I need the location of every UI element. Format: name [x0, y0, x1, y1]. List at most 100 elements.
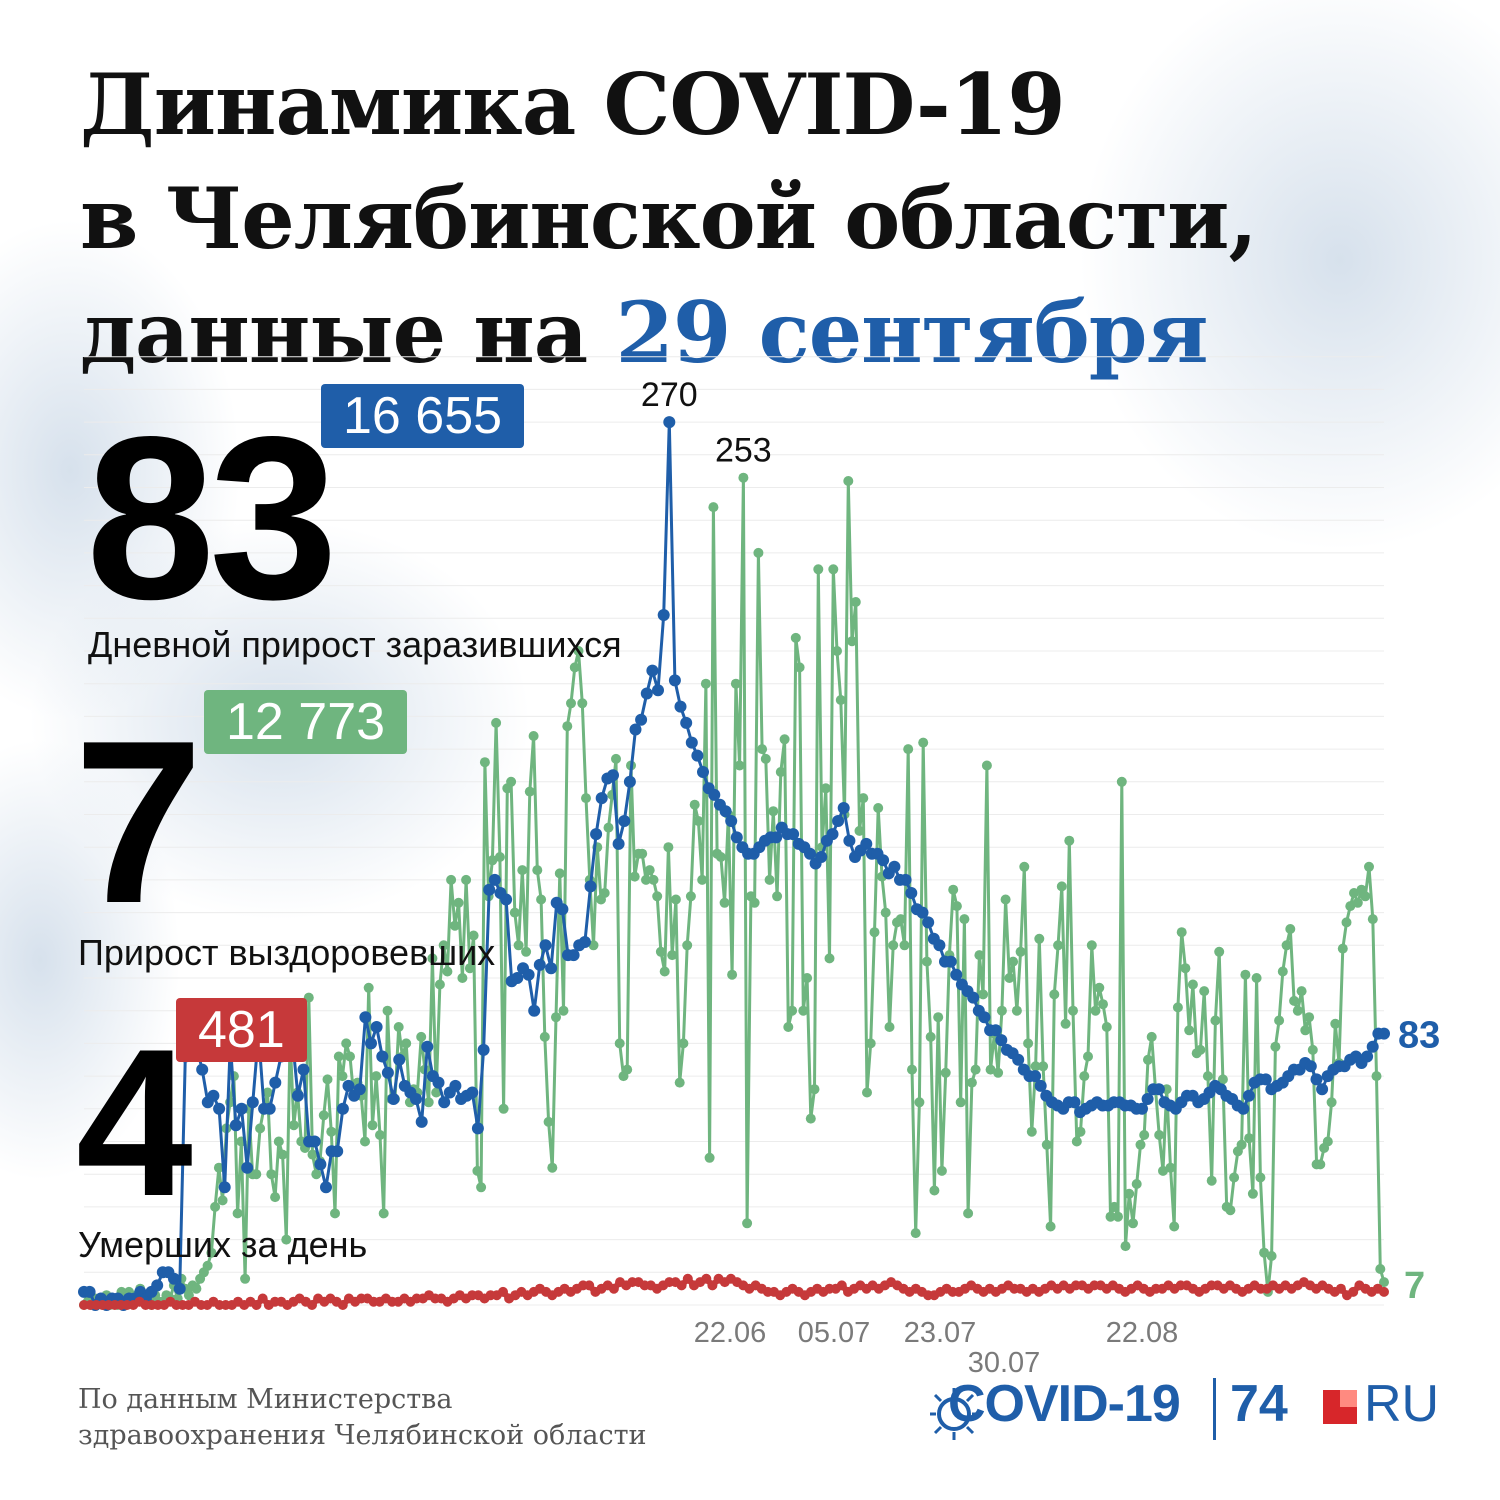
- data-point: [1366, 1040, 1379, 1053]
- data-point: [1304, 1060, 1317, 1073]
- data-point: [196, 1063, 209, 1076]
- data-point: [1090, 1005, 1101, 1016]
- cases-end-label: 83: [1398, 1015, 1440, 1057]
- data-point: [798, 1005, 809, 1016]
- series-cases: 83: [78, 416, 1440, 1311]
- data-point: [517, 865, 528, 876]
- data-point: [1187, 979, 1198, 990]
- data-point: [614, 1038, 625, 1049]
- x-tick-label: 22.08: [1106, 1317, 1179, 1349]
- data-point: [438, 940, 449, 951]
- data-point: [213, 1162, 224, 1173]
- data-point: [573, 646, 584, 656]
- data-point: [835, 695, 846, 705]
- data-point: [738, 472, 749, 483]
- data-point: [307, 1300, 317, 1310]
- data-point: [1008, 956, 1019, 967]
- data-point: [363, 982, 374, 993]
- data-point: [213, 1102, 226, 1115]
- data-point: [1349, 888, 1359, 898]
- data-point: [297, 1063, 310, 1076]
- data-point: [940, 1067, 951, 1078]
- data-point: [494, 852, 505, 862]
- data-point: [471, 1122, 484, 1135]
- data-point: [1152, 1083, 1165, 1096]
- data-point: [921, 956, 932, 967]
- data-point: [955, 1097, 966, 1108]
- data-point: [1053, 940, 1064, 951]
- data-point: [314, 1158, 327, 1171]
- peak-label: 270: [641, 376, 698, 414]
- data-point: [680, 716, 693, 729]
- data-point: [1225, 1205, 1236, 1216]
- data-point: [910, 1228, 921, 1239]
- data-point: [251, 1169, 262, 1180]
- page-title: Динамика COVID-19 в Челябинской области,…: [80, 48, 1258, 390]
- data-point: [637, 848, 648, 859]
- data-point: [558, 1005, 569, 1016]
- source-note: По данным Министерства здравоохранения Ч…: [78, 1382, 647, 1454]
- data-point: [1113, 1211, 1123, 1222]
- virus-icon: [930, 1388, 978, 1440]
- data-point: [1004, 973, 1015, 983]
- data-point: [907, 1064, 917, 1075]
- data-point: [678, 1038, 689, 1049]
- data-point: [1060, 1018, 1071, 1029]
- data-point: [288, 1120, 299, 1131]
- data-point: [727, 969, 738, 980]
- source-line-1: По данным Министерства: [78, 1384, 453, 1415]
- data-point: [318, 1110, 329, 1121]
- title-date: 29 сентября: [615, 283, 1208, 382]
- data-point: [948, 884, 959, 895]
- data-point: [1038, 1061, 1049, 1072]
- data-point: [1348, 1286, 1359, 1297]
- data-point: [1335, 1283, 1346, 1294]
- data-point: [1202, 1071, 1213, 1082]
- data-point: [554, 868, 565, 879]
- data-point: [944, 955, 957, 968]
- data-point: [603, 822, 614, 833]
- data-point: [824, 953, 835, 964]
- data-point: [1068, 1096, 1081, 1109]
- data-point: [905, 887, 918, 899]
- data-point: [1367, 914, 1378, 925]
- data-point: [820, 783, 831, 794]
- data-point: [1378, 1027, 1390, 1040]
- data-point: [1131, 1179, 1142, 1189]
- data-point: [674, 1077, 685, 1088]
- data-point: [1000, 894, 1011, 905]
- data-point: [978, 1011, 991, 1024]
- data-point: [996, 1005, 1007, 1016]
- data-point: [536, 894, 547, 905]
- data-point: [1195, 1044, 1206, 1055]
- data-point: [387, 1093, 400, 1105]
- data-point: [701, 1273, 712, 1284]
- data-point: [337, 1071, 348, 1082]
- logo-separator: [1213, 1378, 1216, 1440]
- data-point: [1236, 1139, 1247, 1150]
- data-point: [922, 916, 935, 929]
- data-point: [903, 744, 914, 755]
- data-point: [1247, 1188, 1258, 1199]
- data-point: [655, 946, 666, 957]
- data-point: [498, 1286, 508, 1297]
- chart-annotations: 270 253: [641, 376, 772, 470]
- data-point: [578, 936, 591, 948]
- data-point: [202, 1260, 213, 1271]
- peak-label: 253: [715, 432, 772, 470]
- data-point: [828, 564, 839, 575]
- data-point: [595, 792, 608, 805]
- data-point: [967, 991, 980, 1004]
- data-point: [270, 1192, 281, 1203]
- data-point: [618, 815, 631, 827]
- data-point: [311, 1169, 322, 1180]
- data-point: [262, 1087, 273, 1098]
- data-point: [1379, 1286, 1389, 1297]
- data-point: [685, 736, 698, 749]
- data-point: [682, 940, 693, 951]
- data-point: [1056, 881, 1067, 892]
- data-point: [1244, 1133, 1255, 1144]
- data-point: [322, 1074, 333, 1085]
- data-point: [1045, 1221, 1056, 1232]
